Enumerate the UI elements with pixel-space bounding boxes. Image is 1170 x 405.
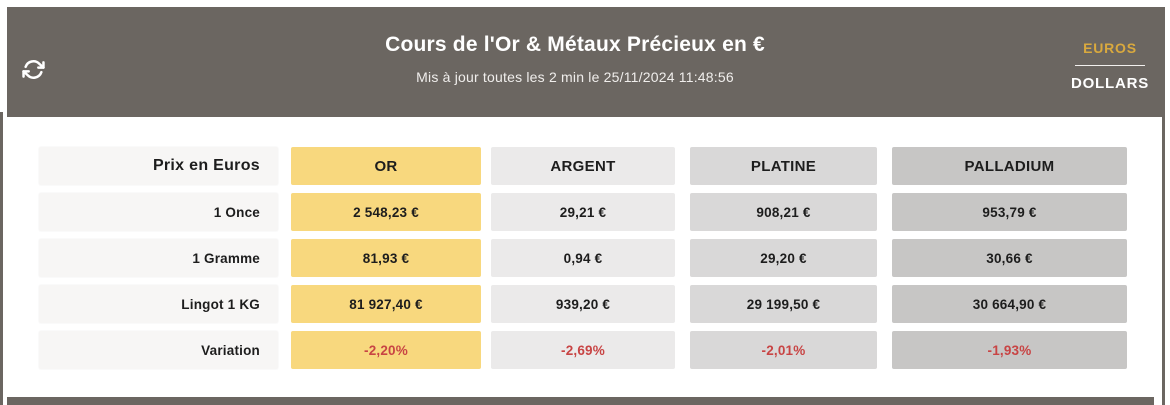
currency-euros-button[interactable]: EUROS [1070,40,1150,65]
currency-dollars-button[interactable]: DOLLARS [1070,66,1150,92]
table-row-variation: Variation -2,20% -2,69% -2,01% -1,93% [39,331,1127,369]
row-label: 1 Once [39,193,278,231]
frame-edge-left [0,112,3,405]
price-cell-argent-gramme: 0,94 € [491,239,675,277]
row-label: Variation [39,331,278,369]
column-header-argent: ARGENT [491,147,675,185]
column-header-platine: PLATINE [690,147,877,185]
table-row-lingot: Lingot 1 KG 81 927,40 € 939,20 € 29 199,… [39,285,1127,323]
column-header-palladium: PALLADIUM [892,147,1127,185]
price-cell-or-gramme: 81,93 € [291,239,481,277]
column-header-or: OR [291,147,481,185]
page-title: Cours de l'Or & Métaux Précieux en € [385,33,765,56]
row-label: 1 Gramme [39,239,278,277]
price-cell-palladium-once: 953,79 € [892,193,1127,231]
price-cell-platine-once: 908,21 € [690,193,877,231]
price-cell-argent-lingot: 939,20 € [491,285,675,323]
price-cell-or-once: 2 548,23 € [291,193,481,231]
price-cell-platine-gramme: 29,20 € [690,239,877,277]
price-table: Prix en Euros OR ARGENT PLATINE PALLADIU… [39,147,1127,377]
last-updated-text: Mis à jour toutes les 2 min le 25/11/202… [416,69,734,85]
price-cell-palladium-lingot: 30 664,90 € [892,285,1127,323]
refresh-icon [21,58,45,81]
table-header-row: Prix en Euros OR ARGENT PLATINE PALLADIU… [39,147,1127,185]
header-bar: Cours de l'Or & Métaux Précieux en € Mis… [7,7,1163,117]
price-cell-or-lingot: 81 927,40 € [291,285,481,323]
table-row-once: 1 Once 2 548,23 € 29,21 € 908,21 € 953,7… [39,193,1127,231]
variation-cell-argent: -2,69% [491,331,675,369]
refresh-button[interactable] [20,56,46,82]
price-cell-platine-lingot: 29 199,50 € [690,285,877,323]
header-titles: Cours de l'Or & Métaux Précieux en € Mis… [127,7,1023,85]
currency-toggle: EUROS DOLLARS [1070,40,1150,92]
variation-cell-platine: -2,01% [690,331,877,369]
corner-header-prix-en-euros: Prix en Euros [39,147,278,185]
row-label: Lingot 1 KG [39,285,278,323]
next-section-bar [7,397,1154,405]
table-row-gramme: 1 Gramme 81,93 € 0,94 € 29,20 € 30,66 € [39,239,1127,277]
price-cell-argent-once: 29,21 € [491,193,675,231]
variation-cell-palladium: -1,93% [892,331,1127,369]
frame-edge-right [1162,7,1165,405]
variation-cell-or: -2,20% [291,331,481,369]
currency-divider [1075,65,1145,66]
price-cell-palladium-gramme: 30,66 € [892,239,1127,277]
